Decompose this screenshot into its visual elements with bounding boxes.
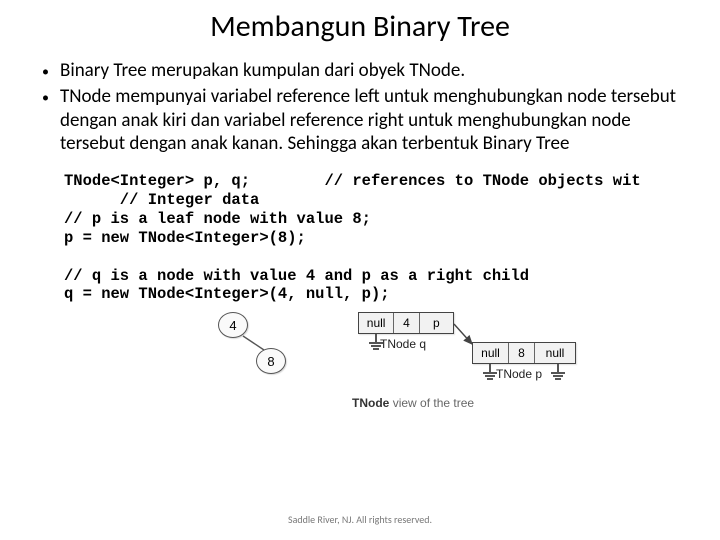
diagram-caption: TNode view of the tree: [352, 396, 474, 410]
bullet-text: TNode mempunyai variabel reference left …: [60, 85, 690, 156]
pointer-arrow: [0, 310, 600, 420]
bullet-item: • TNode mempunyai variabel reference lef…: [42, 85, 690, 156]
bullet-text: Binary Tree merupakan kumpulan dari obye…: [60, 59, 690, 83]
footer-text: Saddle River, NJ. All rights reserved.: [0, 513, 720, 526]
bullet-list: • Binary Tree merupakan kumpulan dari ob…: [0, 59, 720, 156]
ground-icon: [550, 370, 566, 384]
diagram: 4 8 null 4 p TNode q null 8 null TNode p: [0, 310, 720, 420]
bullet-item: • Binary Tree merupakan kumpulan dari ob…: [42, 59, 690, 83]
ground-icon: [482, 370, 498, 384]
ground-icon: [368, 340, 384, 354]
bullet-dot: •: [42, 85, 60, 156]
code-block: TNode<Integer> p, q; // references to TN…: [0, 158, 720, 304]
bullet-dot: •: [42, 59, 60, 83]
page-title: Membangun Binary Tree: [0, 0, 720, 59]
